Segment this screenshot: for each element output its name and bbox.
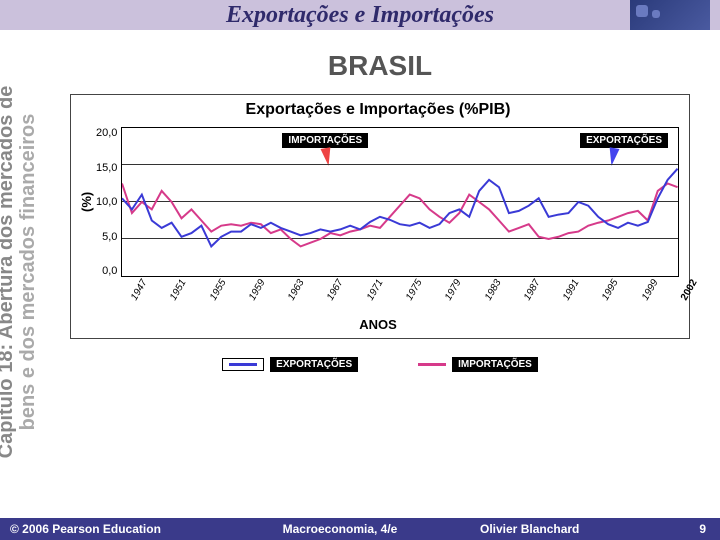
- y-tick: 20,0: [96, 127, 117, 139]
- x-tick: 1999: [640, 278, 661, 303]
- footer-author: Olivier Blanchard: [480, 522, 680, 536]
- x-ticks: 1947 1951 1955 1959 1963 1967 1971 1975 1979 1983…: [129, 277, 679, 313]
- chart-title: Exportações e Importações (%PIB): [77, 101, 679, 119]
- x-tick: 1951: [168, 278, 189, 303]
- legend-item-exportacoes: EXPORTAÇÕES: [222, 357, 358, 372]
- legend-text-importacoes: IMPORTAÇÕES: [452, 357, 538, 372]
- x-tick: 1987: [522, 278, 543, 303]
- chapter-sidebar: Capítulo 18: Abertura dos mercados de be…: [0, 27, 39, 517]
- x-tick: 1955: [208, 278, 229, 303]
- chart-container: Exportações e Importações (%PIB) (%) 20,…: [70, 94, 690, 339]
- content-area: BRASIL Exportações e Importações (%PIB) …: [60, 40, 700, 372]
- x-tick: 1983: [483, 278, 504, 303]
- footer: © 2006 Pearson Education Macroeconomia, …: [0, 518, 720, 540]
- x-tick: 1947: [129, 278, 150, 303]
- x-tick: 1995: [600, 278, 621, 303]
- y-tick: 0,0: [96, 265, 117, 277]
- content-subtitle: BRASIL: [60, 50, 700, 82]
- y-tick: 15,0: [96, 162, 117, 174]
- footer-copyright: © 2006 Pearson Education: [0, 522, 200, 536]
- x-tick: 1967: [325, 278, 346, 303]
- legend: EXPORTAÇÕES IMPORTAÇÕES: [70, 357, 690, 372]
- x-axis-label: ANOS: [77, 317, 679, 332]
- series-svg: [122, 128, 678, 276]
- legend-item-importacoes: IMPORTAÇÕES: [418, 357, 538, 372]
- y-axis-label: (%): [77, 127, 96, 277]
- footer-page: 9: [680, 522, 720, 536]
- y-ticks: 20,0 15,0 10,0 5,0 0,0: [96, 127, 121, 277]
- x-tick-extra: 2002: [679, 278, 700, 303]
- y-tick: 10,0: [96, 196, 117, 208]
- legend-text-exportacoes: EXPORTAÇÕES: [270, 357, 358, 372]
- x-tick: 1971: [365, 278, 386, 303]
- x-tick: 1979: [443, 278, 464, 303]
- sidebar-line1: Capítulo 18: Abertura dos mercados de: [0, 86, 17, 459]
- x-tick: 1959: [247, 278, 268, 303]
- x-tick: 1991: [561, 278, 582, 303]
- x-tick: 1975: [404, 278, 425, 303]
- x-tick: 1963: [286, 278, 307, 303]
- slide-title: Exportações e Importações: [0, 2, 720, 29]
- footer-book: Macroeconomia, 4/e: [200, 522, 480, 536]
- sidebar-line2: bens e dos mercados financeiros: [17, 114, 39, 431]
- y-tick: 5,0: [96, 231, 117, 243]
- plot-area: IMPORTAÇÕES EXPORTAÇÕES: [121, 127, 679, 277]
- legend-swatch-exportacoes: [229, 363, 257, 366]
- legend-swatch-importacoes: [418, 363, 446, 366]
